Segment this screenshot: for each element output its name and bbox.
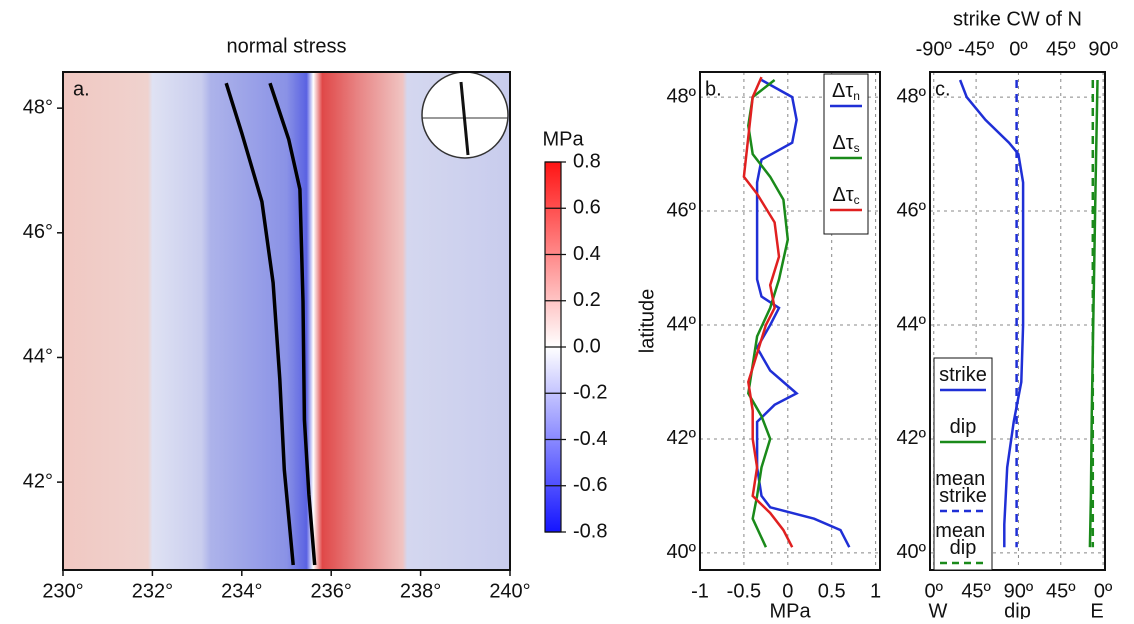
colorbar-tick-label: 0.6 bbox=[573, 197, 601, 219]
x2-tick-label: 45º bbox=[1046, 580, 1076, 602]
colorbar-tick-label: 0.8 bbox=[573, 150, 601, 172]
y-tick-label: 48º bbox=[896, 85, 926, 107]
page: a. normal stress 230° 232° 234° 236° 238° 240° 4… bbox=[0, 0, 1134, 624]
x-tick-label: 238° bbox=[400, 580, 441, 602]
legend-label-sub: c bbox=[854, 193, 860, 207]
legend-label-sub: n bbox=[853, 89, 860, 103]
colorbar-tick-label: 0.0 bbox=[573, 335, 601, 357]
y-tick-label: 48° bbox=[23, 96, 53, 118]
chart-title: normal stress bbox=[226, 35, 346, 57]
legend-label-part: dip bbox=[950, 416, 977, 438]
series-line bbox=[748, 80, 788, 547]
y-tick-label: 42° bbox=[23, 470, 53, 492]
colorbar-tick-label: 0.2 bbox=[573, 289, 601, 311]
legend-label: strike bbox=[939, 364, 987, 386]
panel-label: a. bbox=[73, 78, 90, 100]
x2-tick-label: 0º bbox=[925, 580, 944, 602]
x2-tick-label: 90º bbox=[1004, 580, 1034, 602]
x-tick-label: 0º bbox=[1009, 38, 1028, 60]
x-tick-label: 236° bbox=[311, 580, 352, 602]
legend-label-part: strike bbox=[939, 364, 987, 386]
legend-label-part: strike bbox=[939, 485, 987, 507]
x-tick-label: 90º bbox=[1088, 38, 1118, 60]
x-tick-label: -0.5 bbox=[727, 580, 761, 602]
y-tick-label: 40º bbox=[666, 541, 696, 563]
y-tick-label: 42º bbox=[896, 427, 926, 449]
legend-label-sub: s bbox=[854, 141, 860, 155]
y-tick-label: 44º bbox=[896, 313, 926, 335]
x-tick-label: 230° bbox=[42, 580, 83, 602]
x-tick-label: 0.5 bbox=[818, 580, 846, 602]
y-tick-label: 48º bbox=[666, 85, 696, 107]
legend-label-part: dip bbox=[950, 537, 977, 559]
y-tick-label: 42º bbox=[666, 427, 696, 449]
x-tick-label: -45º bbox=[958, 38, 995, 60]
legend-label-part: Δτ bbox=[832, 184, 853, 206]
x-tick-label: 45º bbox=[1046, 38, 1076, 60]
x-tick-label: 0 bbox=[782, 580, 793, 602]
x-tick-label: 240° bbox=[489, 580, 530, 602]
x2-axis-label: W bbox=[929, 600, 948, 619]
colorbar-tick-label: -0.4 bbox=[573, 428, 607, 450]
x2-tick-label: 45º bbox=[961, 580, 991, 602]
colorbar-tick-label: 0.4 bbox=[573, 243, 601, 265]
x2-tick-label: 0º bbox=[1094, 580, 1113, 602]
y-tick-label: 46º bbox=[666, 199, 696, 221]
x-tick-label: -1 bbox=[691, 580, 709, 602]
x-axis-label: MPa bbox=[769, 600, 811, 619]
y-tick-label: 46º bbox=[896, 199, 926, 221]
figure: a. normal stress 230° 232° 234° 236° 238° 240° 4… bbox=[0, 0, 1134, 619]
x-tick-label: 234° bbox=[221, 580, 262, 602]
panel-label: c. bbox=[935, 78, 951, 100]
x-axis-label: strike CW of N bbox=[953, 8, 1082, 30]
x2-axis-label: E bbox=[1090, 600, 1103, 619]
colorbar-tick-label: -0.6 bbox=[573, 474, 607, 496]
colorbar-tick-label: -0.8 bbox=[573, 520, 607, 542]
x-tick-label: 1 bbox=[870, 580, 881, 602]
y-axis-label: latitude bbox=[636, 289, 658, 354]
colorbar-tick-label: -0.2 bbox=[573, 382, 607, 404]
colorbar-label: MPa bbox=[542, 128, 584, 150]
x-tick-label: 232° bbox=[132, 580, 173, 602]
inset bbox=[422, 72, 508, 158]
y-tick-label: 46° bbox=[23, 221, 53, 243]
panel-label: b. bbox=[705, 78, 722, 100]
legend-label: mean strike bbox=[935, 468, 991, 507]
x2-axis-label: dip bbox=[1004, 600, 1031, 619]
legend-label-part: Δτ bbox=[832, 132, 853, 154]
x-tick-label: -90º bbox=[916, 38, 953, 60]
y-tick-label: 44º bbox=[666, 313, 696, 335]
y-tick-label: 40º bbox=[896, 541, 926, 563]
legend-label: dip bbox=[950, 416, 977, 438]
y-tick-label: 44° bbox=[23, 346, 53, 368]
legend-label-part: Δτ bbox=[832, 80, 853, 102]
